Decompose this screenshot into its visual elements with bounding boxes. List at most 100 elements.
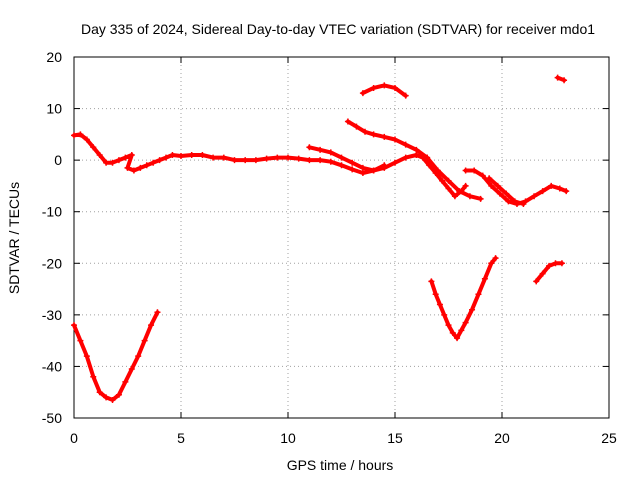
series-track-11	[428, 255, 499, 342]
data-point	[392, 84, 398, 91]
y-axis-label: SDTVAR / TECUs	[6, 182, 22, 294]
y-tick-label: -10	[42, 204, 62, 220]
data-point	[563, 188, 570, 195]
x-tick-label: 10	[280, 430, 296, 446]
x-axis-label: GPS time / hours	[287, 457, 394, 473]
data-point	[466, 193, 473, 200]
data-point	[488, 182, 495, 189]
series-track-2	[71, 309, 161, 403]
data-point	[141, 337, 148, 344]
data-point	[479, 172, 486, 179]
data-point	[413, 151, 420, 158]
data-point	[137, 164, 144, 171]
data-point	[344, 118, 351, 125]
series-track-1	[71, 131, 420, 177]
data-point	[90, 373, 97, 380]
data-point	[71, 322, 77, 329]
data-point	[439, 177, 446, 184]
data-point	[122, 378, 129, 385]
data-point	[462, 319, 469, 326]
data-point	[135, 353, 142, 360]
data-point	[150, 159, 157, 166]
data-point	[109, 159, 116, 166]
data-point	[503, 190, 510, 197]
data-point	[370, 84, 377, 91]
data-point	[441, 311, 448, 318]
data-point	[548, 182, 555, 189]
data-point	[115, 391, 122, 398]
data-point	[402, 154, 409, 161]
data-point	[454, 335, 461, 342]
y-tick-label: 10	[46, 101, 62, 117]
data-point	[552, 260, 559, 267]
data-point	[488, 260, 495, 267]
data-point	[505, 198, 512, 205]
data-point	[392, 136, 398, 143]
data-point	[188, 151, 195, 158]
data-point	[169, 151, 176, 158]
data-point	[496, 190, 503, 197]
data-point	[285, 154, 291, 161]
data-point	[359, 164, 366, 171]
data-point	[477, 195, 484, 202]
data-point	[458, 327, 465, 334]
series-trace	[429, 256, 498, 341]
data-point	[349, 159, 356, 166]
data-point	[143, 162, 150, 169]
data-point	[263, 155, 270, 162]
data-point	[445, 177, 452, 184]
data-point	[436, 301, 443, 308]
data-point	[471, 167, 478, 174]
data-point	[402, 141, 409, 148]
data-point	[210, 154, 217, 161]
data-point	[428, 278, 435, 285]
data-point	[274, 154, 281, 161]
data-point	[492, 255, 499, 262]
data-point	[556, 185, 563, 192]
data-point	[90, 144, 97, 151]
data-point	[413, 146, 420, 153]
data-point	[327, 158, 334, 165]
grid	[74, 57, 609, 418]
data-point	[327, 149, 334, 156]
data-point	[128, 366, 135, 373]
data-point	[199, 151, 206, 158]
data-point	[77, 131, 84, 138]
data-point	[456, 188, 463, 195]
y-tick-label: -50	[42, 410, 62, 426]
series-track-5	[344, 118, 431, 161]
data-point	[96, 151, 103, 158]
data-point	[381, 82, 388, 89]
data-point	[370, 131, 377, 138]
series-track-12	[533, 260, 565, 285]
data-point	[148, 322, 155, 329]
x-tick-label: 25	[601, 430, 617, 446]
x-axis-ticks: 0 5 10 15 20 25	[70, 57, 617, 446]
data-point	[462, 182, 469, 189]
series-trace	[345, 119, 430, 160]
y-axis-ticks: -50 -40 -30 -20 -10 0 10 20	[42, 49, 609, 426]
data-point	[338, 162, 345, 169]
series-trace	[72, 310, 160, 402]
series-track-3	[306, 144, 388, 174]
plot-frame	[73, 56, 610, 419]
data-point	[359, 90, 366, 97]
data-series	[71, 74, 570, 403]
series-track-4	[359, 82, 409, 99]
data-point	[359, 170, 366, 177]
data-point	[381, 162, 388, 169]
data-point	[381, 133, 388, 140]
data-point	[242, 157, 249, 164]
data-point	[475, 291, 482, 298]
data-point	[163, 154, 170, 161]
x-tick-label: 0	[70, 430, 78, 446]
data-point	[434, 167, 441, 174]
data-point	[122, 154, 129, 161]
data-point	[494, 182, 501, 189]
data-point	[220, 154, 227, 161]
data-point	[362, 128, 369, 135]
data-point	[445, 322, 452, 329]
data-point	[231, 157, 238, 164]
data-point	[449, 329, 456, 336]
data-point	[306, 157, 313, 164]
